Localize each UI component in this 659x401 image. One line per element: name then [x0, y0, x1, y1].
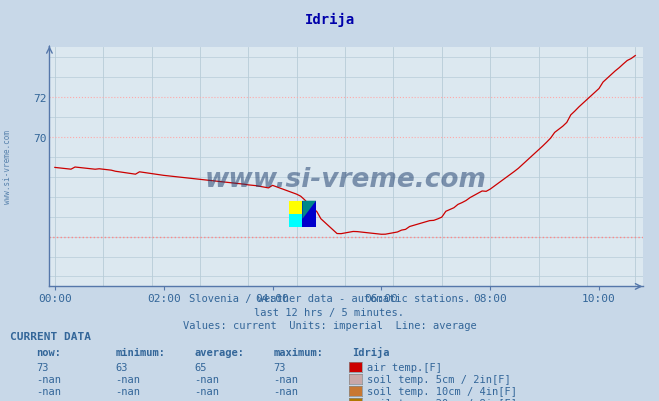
Text: -nan: -nan: [115, 374, 140, 384]
Text: Idrija: Idrija: [353, 346, 390, 357]
Text: air temp.[F]: air temp.[F]: [367, 362, 442, 372]
Text: -nan: -nan: [36, 386, 61, 396]
Text: average:: average:: [194, 347, 244, 357]
Text: soil temp. 10cm / 4in[F]: soil temp. 10cm / 4in[F]: [367, 386, 517, 396]
Polygon shape: [302, 201, 316, 219]
Text: soil temp. 5cm / 2in[F]: soil temp. 5cm / 2in[F]: [367, 374, 511, 384]
Text: -nan: -nan: [115, 398, 140, 401]
Text: www.si-vreme.com: www.si-vreme.com: [205, 166, 487, 192]
Bar: [289, 201, 302, 214]
Text: -nan: -nan: [115, 386, 140, 396]
Text: 73: 73: [273, 362, 286, 372]
Text: now:: now:: [36, 347, 61, 357]
Bar: [289, 214, 302, 227]
Text: Values: current  Units: imperial  Line: average: Values: current Units: imperial Line: av…: [183, 320, 476, 330]
Text: Idrija: Idrija: [304, 13, 355, 27]
Text: -nan: -nan: [36, 398, 61, 401]
Text: -nan: -nan: [273, 386, 299, 396]
Text: maximum:: maximum:: [273, 347, 324, 357]
Text: -nan: -nan: [36, 374, 61, 384]
Text: -nan: -nan: [194, 386, 219, 396]
Text: -nan: -nan: [194, 398, 219, 401]
Text: soil temp. 20cm / 8in[F]: soil temp. 20cm / 8in[F]: [367, 398, 517, 401]
Text: -nan: -nan: [273, 398, 299, 401]
Text: minimum:: minimum:: [115, 347, 165, 357]
Text: 65: 65: [194, 362, 207, 372]
Text: www.si-vreme.com: www.si-vreme.com: [3, 130, 13, 203]
Text: Slovenia / weather data - automatic stations.: Slovenia / weather data - automatic stat…: [189, 294, 470, 304]
Bar: [302, 201, 316, 227]
Text: -nan: -nan: [194, 374, 219, 384]
Text: CURRENT DATA: CURRENT DATA: [10, 331, 91, 341]
Text: 63: 63: [115, 362, 128, 372]
Text: last 12 hrs / 5 minutes.: last 12 hrs / 5 minutes.: [254, 307, 405, 317]
Text: 73: 73: [36, 362, 49, 372]
Text: -nan: -nan: [273, 374, 299, 384]
